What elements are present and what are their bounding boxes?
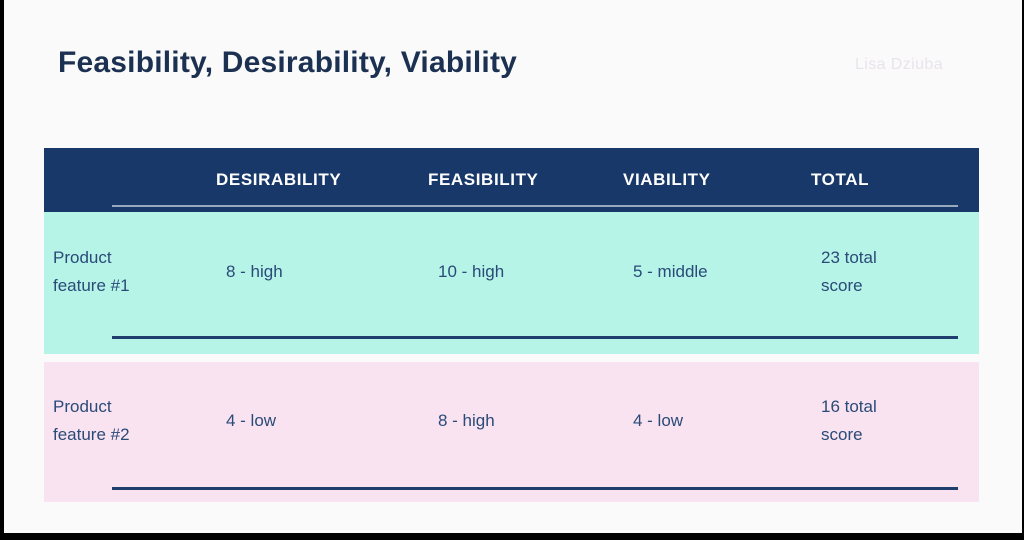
row-label: Product feature #1: [53, 248, 130, 295]
cell-total: 23 total score: [821, 248, 877, 295]
page-title: Feasibility, Desirability, Viability: [58, 46, 518, 80]
column-header-viability: VIABILITY: [623, 170, 711, 189]
table-header-row: DESIRABILITY FEASIBILITY VIABILITY TOTAL: [44, 148, 979, 212]
table-row-feature-2: Product feature #2 4 - low 8 - high 4 - …: [44, 362, 979, 502]
watermark: Lisa Dziuba: [855, 56, 944, 73]
column-header-desirability: DESIRABILITY: [216, 170, 342, 189]
row-label: Product feature #2: [53, 397, 130, 444]
cell-feasibility: 10 - high: [438, 262, 505, 281]
cell-viability: 4 - low: [633, 411, 684, 430]
cell-desirability: 8 - high: [226, 262, 283, 281]
cell-total: 16 total score: [821, 397, 877, 444]
row-divider-line: [112, 487, 958, 490]
cell-feasibility: 8 - high: [438, 411, 495, 430]
column-header-total: TOTAL: [811, 170, 870, 189]
cell-desirability: 4 - low: [226, 411, 277, 430]
header-divider-line: [112, 205, 958, 207]
scoring-table: DESIRABILITY FEASIBILITY VIABILITY TOTAL…: [44, 148, 979, 502]
column-header-feasibility: FEASIBILITY: [428, 170, 539, 189]
row-divider-line: [112, 336, 958, 339]
table-row-feature-1: Product feature #1 8 - high 10 - high 5 …: [44, 212, 979, 354]
cell-viability: 5 - middle: [633, 262, 708, 281]
